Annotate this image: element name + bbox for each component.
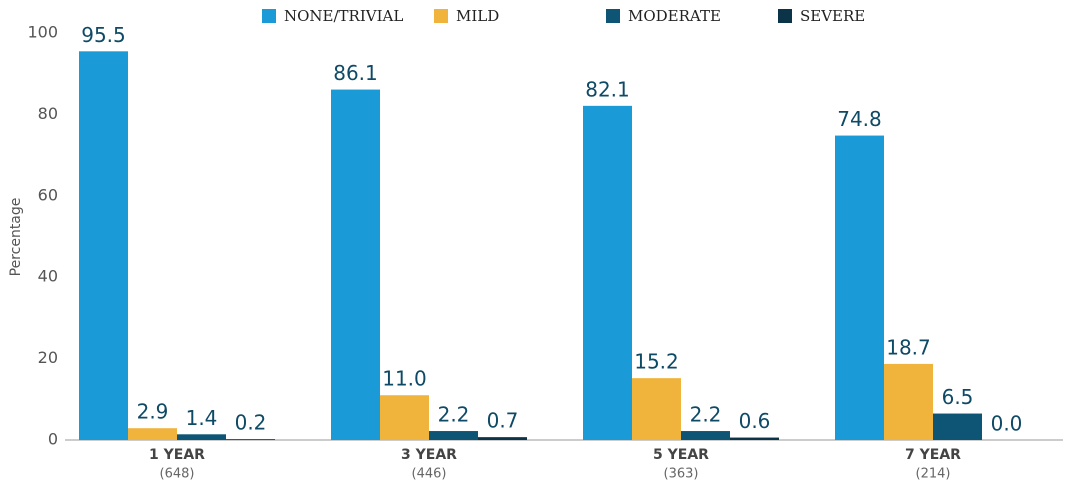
value-label: 2.2 [438,403,470,427]
bar [632,378,681,440]
bar [884,363,933,440]
x-tick-label: 1 YEAR [149,447,205,463]
y-tick-label: 0 [48,430,58,449]
value-label: 0.2 [235,411,267,435]
y-axis-label: Percentage [8,198,24,277]
legend-swatch [778,9,792,23]
x-tick-sublabel: (446) [412,467,447,482]
bar [730,437,779,440]
value-label: 15.2 [634,350,679,374]
legend-label: MODERATE [628,7,721,25]
bar [681,431,730,440]
value-label: 95.5 [81,23,126,47]
legend-swatch [434,9,448,23]
value-label: 74.8 [837,107,882,131]
value-label: 2.9 [137,400,169,424]
value-label: 0.6 [739,409,771,433]
value-label: 86.1 [333,61,378,85]
bar [478,437,527,440]
bar [226,439,275,440]
value-label: 11.0 [382,367,427,391]
x-tick-label: 5 YEAR [653,447,709,463]
legend-swatch [606,9,620,23]
bar [380,395,429,440]
x-tick-sublabel: (363) [664,467,699,482]
value-label: 1.4 [186,406,218,430]
y-tick-label: 40 [38,267,58,286]
y-tick-label: 80 [38,104,58,123]
bar [429,431,478,440]
bar [583,105,632,440]
bar [933,413,982,440]
legend-label: NONE/TRIVIAL [284,7,403,25]
bar [835,135,884,440]
value-label: 0.7 [487,409,519,433]
x-tick-label: 7 YEAR [905,447,961,463]
value-label: 2.2 [690,403,722,427]
value-label: 18.7 [886,335,931,359]
y-tick-label: 60 [38,185,58,204]
x-tick-label: 3 YEAR [401,447,457,463]
y-tick-label: 100 [27,23,58,42]
x-tick-sublabel: (214) [916,467,951,482]
value-label: 0.0 [991,412,1023,436]
bar [128,428,177,440]
bar [331,89,380,440]
legend-label: SEVERE [800,7,865,25]
legend-swatch [262,9,276,23]
legend-label: MILD [456,7,499,25]
value-label: 82.1 [585,77,630,101]
x-tick-sublabel: (648) [160,467,195,482]
bar [177,434,226,440]
bar [79,51,128,440]
y-tick-label: 20 [38,348,58,367]
value-label: 6.5 [942,385,974,409]
